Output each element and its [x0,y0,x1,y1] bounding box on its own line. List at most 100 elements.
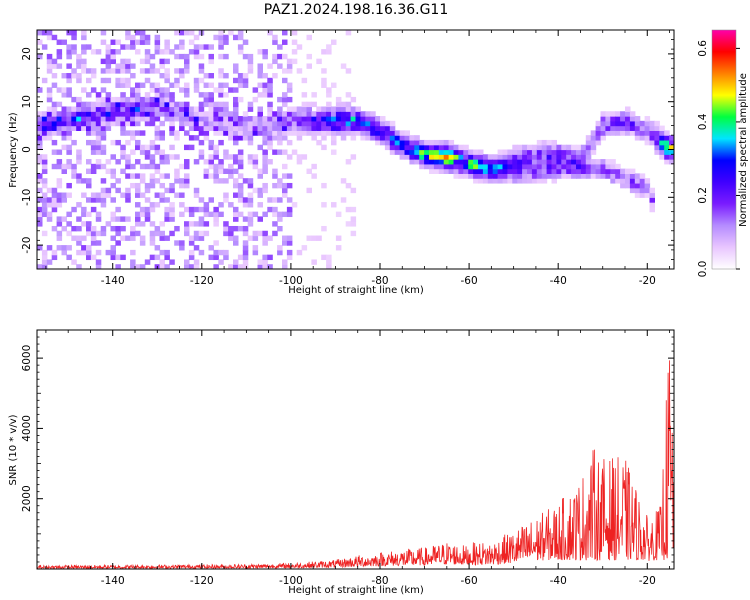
heatmap-cell [100,116,107,122]
heatmap-cell [664,159,670,165]
heatmap-cell [154,82,161,88]
heatmap-cell [286,120,293,127]
heatmap-cell [100,178,107,184]
heatmap-cell [100,230,107,237]
heatmap-cell [179,87,185,93]
heatmap-cell [394,135,401,141]
heatmap-cell [649,202,655,208]
heatmap-cell [184,101,190,108]
heatmap-cell [566,144,572,151]
heatmap-cell [154,163,161,170]
heatmap-cell [56,111,63,117]
heatmap-cell [311,125,317,131]
heatmap-cell [169,116,175,122]
heatmap-cell [184,159,190,165]
heatmap-cell [340,63,347,69]
heatmap-cell [100,225,107,232]
heatmap-cell [429,139,435,146]
x-tick-label: -40 [550,275,567,287]
heatmap-cell [335,116,342,122]
heatmap-cell [100,111,107,117]
heatmap-cell [86,249,92,256]
heatmap-cell [316,139,322,146]
heatmap-cell [561,149,567,155]
heatmap-cell [463,159,469,165]
heatmap-cell [277,53,283,60]
heatmap-cell [247,235,254,241]
heatmap-cell [213,106,219,112]
heatmap-cell [164,235,170,241]
heatmap-cell [144,111,151,117]
heatmap-cell [125,111,131,117]
heatmap-cell [174,53,180,60]
heatmap-cell [144,68,151,74]
heatmap-cell [193,34,200,41]
heatmap-cell [154,230,161,237]
heatmap-cell [257,106,263,112]
x-tick-label: -20 [639,575,656,587]
heatmap-cell [345,125,352,131]
heatmap-cell [149,159,156,165]
heatmap-cell [71,225,77,232]
heatmap-cell [468,154,474,160]
heatmap-cell [321,135,327,141]
heatmap-cell [394,130,401,136]
heatmap-cell [188,111,195,117]
heatmap-cell [86,230,92,237]
heatmap-cell [213,249,219,256]
heatmap-cell [237,49,244,55]
heatmap-cell [541,154,548,160]
heatmap-cell [551,159,557,165]
spectrogram-ylabel: Frequency (Hz) [8,112,19,188]
heatmap-cell [71,206,77,213]
heatmap-cell [223,225,229,232]
heatmap-cell [433,154,440,160]
heatmap-cell [228,87,234,93]
heatmap-cell [600,163,606,170]
heatmap-cell [61,216,67,222]
heatmap-cell [159,63,165,69]
heatmap-cell [86,139,92,146]
heatmap-cell [203,168,210,174]
heatmap-cell [463,163,469,170]
heatmap-cell [228,120,234,127]
heatmap-cell [37,245,43,251]
heatmap-cell [41,197,48,203]
heatmap-cell [448,163,455,170]
heatmap-cell [203,73,210,79]
heatmap-cell [71,120,77,127]
heatmap-cell [644,120,651,127]
heatmap-cell [135,96,141,103]
heatmap-cell [125,192,131,198]
heatmap-cell [193,120,200,127]
heatmap-cell [179,202,185,208]
heatmap-cell [144,163,151,170]
heatmap-cell [179,211,185,218]
heatmap-cell [590,163,597,170]
heatmap-cell [629,187,636,194]
heatmap-cell [149,111,156,117]
colorbar-label: Normalized spectral amplitude [738,73,749,227]
heatmap-cell [233,68,239,74]
heatmap-cell [600,168,606,174]
heatmap-cell [110,225,116,232]
heatmap-cell [629,116,636,122]
heatmap-cell [375,139,381,146]
heatmap-cell [46,111,53,117]
heatmap-cell [370,130,376,136]
heatmap-cell [541,139,548,146]
heatmap-cell [76,53,82,60]
heatmap-cell [193,116,200,122]
heatmap-cell [120,192,126,198]
heatmap-cell [355,111,361,117]
heatmap-cell [164,96,170,103]
heatmap-cell [81,49,87,55]
heatmap-cell [110,249,116,256]
heatmap-cell [610,173,616,179]
heatmap-cell [139,96,146,103]
heatmap-cell [551,149,557,155]
heatmap-cell [605,163,611,170]
heatmap-cell [86,68,92,74]
heatmap-cell [272,120,278,127]
heatmap-cell [90,73,97,79]
